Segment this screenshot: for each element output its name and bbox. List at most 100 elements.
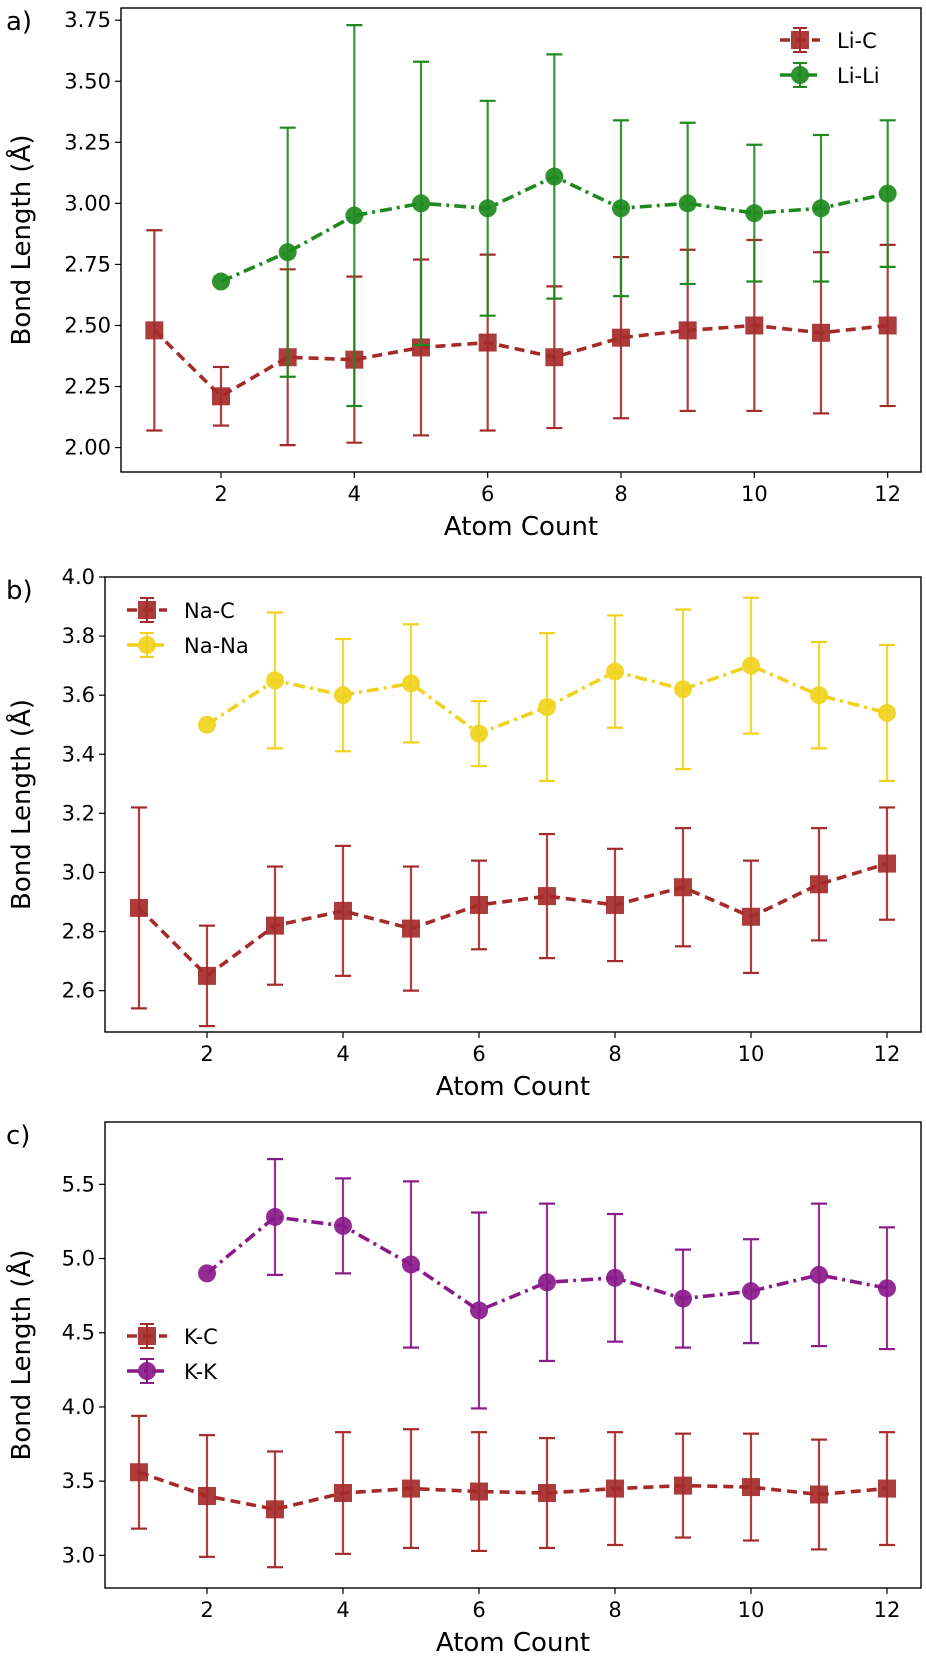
panel-b-legend-item-na-c-point-marker (138, 601, 156, 619)
panel-a-x-tick-label-3: 8 (614, 482, 627, 506)
panel-a-series-li-c (145, 229, 897, 447)
panel-a-series-li-li-point-6 (612, 199, 630, 218)
panel-b-series-na-c-point-8 (674, 878, 692, 897)
panel-a-y-tick-label-0: 2.00 (64, 436, 111, 460)
panel-c-legend: K-C K-K (127, 1323, 218, 1384)
panel-b-legend-item-na-na-point-marker (138, 636, 156, 654)
panel-c-series-k-k-point-0 (198, 1264, 216, 1283)
panel-a-x-tick-label-0: 2 (214, 482, 227, 506)
panel-b-legend-item-na-na-label: Na-Na (184, 634, 249, 658)
panel-a-legend-item-li-li-point-marker (791, 66, 809, 84)
panel-b-x-tick-label-1: 4 (336, 1042, 349, 1066)
panel-c-series-k-c-point-8 (674, 1476, 692, 1495)
panel-b-label: b) (6, 576, 33, 606)
panel-a-x-axis-label: Atom Count (444, 512, 598, 542)
panel-a-y-tick-label-7: 3.75 (64, 8, 111, 32)
panel-c-series-k-c-point-2 (266, 1500, 284, 1519)
panel-b-series-na-c-point-5 (470, 895, 488, 914)
panel-b-x-tick-label-2: 6 (472, 1042, 485, 1066)
panel-a-x-tick-label-4: 10 (741, 482, 768, 506)
panel-c-series-k-c-point-0 (130, 1463, 148, 1482)
panel-c: c) 2 4 6 8 10 12 3.0 3.5 4.0 4.5 5.0 5.5 Atom Count Bo… (5, 1121, 922, 1658)
panel-a-series-li-li-point-2 (345, 206, 364, 225)
panel-b-series-na-c-point-3 (334, 901, 352, 920)
panel-b-series-na-c-point-4 (402, 919, 420, 938)
panel-b-series-na-na-point-7 (674, 680, 692, 699)
panel-b-series-na-na (198, 596, 896, 782)
panel-a-legend-item-li-c-label: Li-C (837, 29, 877, 53)
panel-b-series-na-na-point-6 (606, 662, 624, 681)
panel-c-y-axis-label: Bond Length (Å) (5, 1249, 37, 1460)
panel-b-series-na-na-point-9 (810, 686, 828, 705)
panel-a-series-li-c-point-7 (612, 328, 630, 347)
panel-a-series-li-li-point-8 (745, 204, 764, 223)
panel-a-series-li-c-point-1 (212, 387, 230, 406)
panel-b: b) 2 4 6 8 10 12 2.6 2.8 3.0 3.2 3.4 3.6 3.8 4.0 Atom C… (5, 565, 922, 1102)
panel-a: a) 2 4 6 8 10 12 2.00 2.25 2.50 2.75 3.00 3.25 3.50 3.… (5, 7, 922, 542)
panel-c-series-k-k-point-3 (402, 1255, 420, 1274)
panel-b-series-na-c-point-1 (198, 966, 216, 985)
panel-b-series-na-c-line (137, 861, 888, 979)
panel-c-series-k-k-point-2 (334, 1216, 352, 1235)
panel-a-series-li-li-point-7 (678, 194, 697, 213)
panel-c-y-tick-label-1: 3.5 (62, 1469, 95, 1493)
panel-c-legend-item-k-c-point-marker (138, 1327, 156, 1345)
panel-c-x-tick-label-1: 4 (336, 1598, 349, 1622)
panel-a-y-tick-label-1: 2.25 (64, 375, 111, 399)
panel-a-series-li-li (212, 23, 897, 408)
panel-c-x-tick-label-0: 2 (200, 1598, 213, 1622)
panel-c-plot-frame (104, 1121, 922, 1589)
panel-c-series-k-k-point-1 (266, 1207, 284, 1226)
panel-c-series-k-c-line (138, 1470, 888, 1512)
panel-b-x-axis-label: Atom Count (436, 1072, 590, 1102)
panel-b-y-tick-label-1: 2.8 (62, 920, 95, 944)
panel-b-y-tick-label-5: 3.6 (62, 683, 95, 707)
panel-c-series-k-c-point-9 (742, 1478, 760, 1497)
panel-a-series-li-li-point-5 (545, 167, 564, 186)
panel-b-x-tick-label-0: 2 (200, 1042, 213, 1066)
panel-c-y-tick-label-0: 3.0 (62, 1543, 95, 1567)
panel-c-series-k-k-point-6 (606, 1268, 624, 1287)
panel-b-series-na-na-point-3 (402, 674, 420, 693)
panel-c-series-k-c-point-11 (878, 1479, 896, 1498)
panel-b-x-tick-label-5: 12 (874, 1042, 901, 1066)
panel-b-series-na-c-point-10 (810, 875, 828, 894)
panel-c-series-k-c-point-10 (810, 1485, 828, 1504)
panel-b-series-na-c-point-7 (606, 895, 624, 914)
panel-c-x-tick-label-5: 12 (874, 1598, 901, 1622)
panel-a-series-li-li-point-1 (278, 243, 297, 262)
panel-c-y-tick-label-5: 5.5 (62, 1172, 95, 1196)
panel-b-series-na-c-point-0 (130, 898, 148, 917)
panel-a-series-li-c-line (153, 323, 888, 399)
panel-a-x-tick-label-1: 4 (348, 482, 361, 506)
panel-b-series-na-na-point-1 (266, 671, 284, 690)
panel-c-legend-item-k-k-point-marker (138, 1362, 156, 1380)
panel-b-y-tick-label-7: 4.0 (62, 565, 95, 589)
panel-c-series-k-k-point-8 (742, 1282, 760, 1301)
panel-b-y-tick-label-2: 3.0 (62, 860, 95, 884)
panel-a-series-li-c-point-0 (145, 321, 164, 340)
panel-b-series-na-na-point-5 (538, 698, 556, 716)
panel-b-series-na-c-point-9 (742, 907, 760, 926)
panel-b-series-na-na-point-4 (470, 724, 488, 743)
panel-a-series-li-li-point-0 (212, 272, 230, 291)
panel-b-x-tick-label-3: 8 (608, 1042, 621, 1066)
panel-a-series-li-c-point-6 (545, 348, 564, 367)
panel-b-y-tick-label-0: 2.6 (62, 979, 95, 1003)
panel-a-series-li-li-point-3 (412, 194, 430, 213)
panel-b-series-na-c-point-6 (538, 887, 556, 906)
panel-c-series-k-k (198, 1158, 896, 1410)
panel-c-series-k-k-line (205, 1215, 888, 1313)
panel-c-label: c) (6, 1121, 30, 1151)
panel-c-series-k-c (130, 1414, 896, 1569)
panel-a-series-li-li-point-4 (478, 199, 497, 218)
panel-c-series-k-c-point-6 (538, 1484, 556, 1503)
panel-c-series-k-c-point-4 (402, 1479, 420, 1498)
panel-c-series-k-k-point-9 (810, 1265, 828, 1284)
panel-c-series-k-k-point-5 (538, 1273, 556, 1292)
panel-b-plot-frame (104, 576, 922, 1033)
panel-c-series-k-k-point-10 (878, 1279, 896, 1298)
panel-b-series-na-na-point-2 (334, 686, 352, 705)
panel-c-y-tick-label-2: 4.0 (62, 1395, 95, 1419)
panel-b-series-na-na-point-0 (198, 715, 216, 734)
